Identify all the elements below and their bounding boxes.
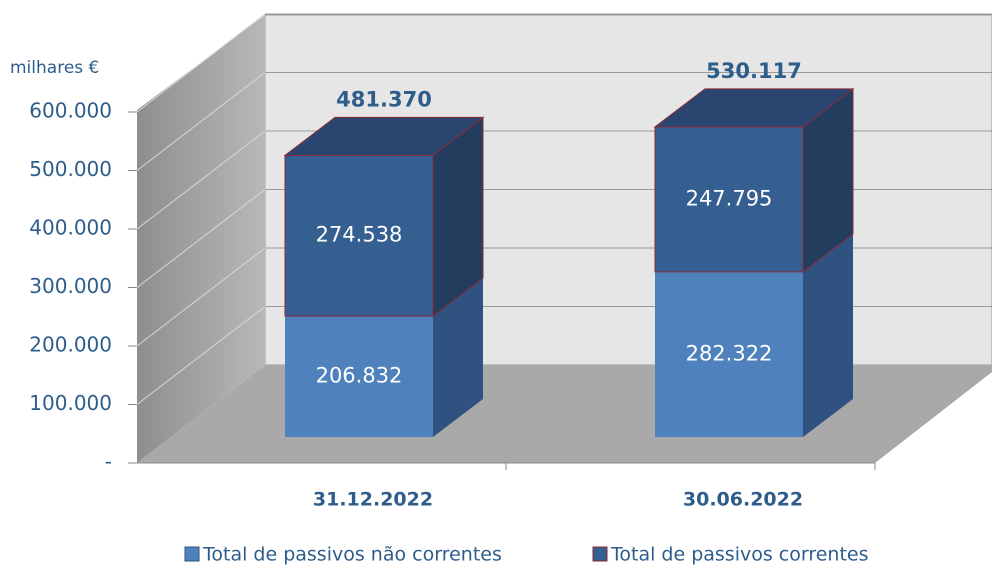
data-label: 274.538 (316, 223, 403, 247)
data-label: 206.832 (316, 364, 403, 388)
grid-line (136, 306, 266, 405)
grid-line (136, 130, 266, 230)
bar (284, 154, 434, 317)
grid-line (136, 13, 266, 113)
legend-label: Total de passivos correntes (610, 544, 869, 566)
y-axis-label: milhares € (10, 58, 99, 78)
y-tick-label: 200.000 (29, 333, 112, 357)
data-label: 247.795 (686, 186, 773, 210)
bar-top (283, 116, 485, 156)
bar-side (803, 233, 853, 437)
y-tick-label: 400.000 (29, 216, 112, 240)
y-tick-label: 500.000 (29, 157, 112, 181)
bar-top (653, 88, 855, 128)
bars: 206.832 274.538 481.370 282.322 247.795 530.1… (283, 59, 855, 437)
y-tick-label: - (105, 450, 112, 474)
bar (285, 316, 433, 437)
y-tick-label: 300.000 (29, 274, 112, 298)
total-label: 481.370 (336, 87, 432, 111)
bar (654, 126, 804, 273)
x-tick-label: 30.06.2022 (683, 489, 803, 511)
legend-swatch (592, 546, 608, 562)
legend-swatch (184, 546, 200, 562)
legend-label: Total de passivos não correntes (202, 544, 502, 566)
x-tick-label: 31.12.2022 (313, 489, 433, 511)
grid-line (136, 189, 266, 288)
grid-line (136, 72, 266, 171)
total-label: 530.117 (706, 59, 802, 83)
y-tick-label: 600.000 (29, 99, 112, 123)
floor (137, 365, 992, 463)
bar-side (433, 278, 483, 437)
grid-line (136, 247, 266, 347)
data-label: 282.322 (686, 341, 773, 365)
legend: Total de passivos não correntes Total de … (184, 544, 869, 566)
y-tick-label: 100.000 (29, 391, 112, 415)
bar (655, 271, 803, 437)
